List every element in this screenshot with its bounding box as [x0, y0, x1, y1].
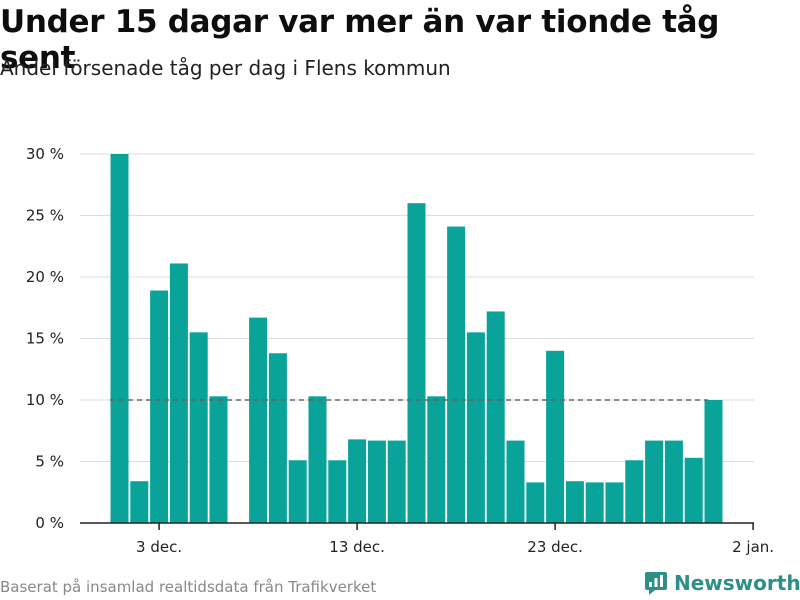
x-tick-label: 23 dec. — [527, 538, 583, 556]
x-tick-label: 13 dec. — [329, 538, 385, 556]
bar — [288, 460, 307, 523]
y-tick-label: 0 % — [35, 514, 64, 532]
y-tick-label: 15 % — [26, 330, 64, 348]
bar — [585, 482, 604, 523]
brand-name: Newsworthy — [674, 571, 800, 595]
bar — [328, 460, 347, 523]
bar — [150, 290, 169, 523]
bar — [367, 440, 386, 523]
y-tick-label: 20 % — [26, 268, 64, 286]
bar — [486, 311, 505, 523]
bar — [664, 440, 683, 523]
bar — [546, 350, 565, 523]
source-note: Baserat på insamlad realtidsdata från Tr… — [0, 578, 377, 596]
y-tick-label: 5 % — [35, 453, 64, 471]
chart-logo-icon — [645, 572, 667, 595]
brand-logo: Newsworthy — [644, 570, 800, 596]
x-tick-label: 2 jan. — [732, 538, 774, 556]
y-tick-label: 25 % — [26, 207, 64, 225]
chart-subtitle: Andel försenade tåg per dag i Flens komm… — [0, 56, 451, 80]
x-tick-label: 3 dec. — [136, 538, 182, 556]
bars — [110, 154, 723, 523]
bar — [684, 457, 703, 523]
bar — [565, 481, 584, 523]
bar — [447, 226, 466, 523]
bar — [268, 353, 287, 523]
bar — [249, 317, 268, 523]
chart-title: Under 15 dagar var mer än var tionde tåg… — [0, 4, 720, 76]
bar — [308, 396, 327, 523]
bar — [427, 396, 446, 523]
bar — [506, 440, 525, 523]
bar — [387, 440, 406, 523]
bar — [130, 481, 149, 523]
bar — [704, 400, 723, 523]
bar — [348, 439, 367, 523]
bar — [466, 332, 485, 523]
bar — [169, 263, 188, 523]
y-tick-label: 30 % — [26, 145, 64, 163]
y-axis-tick-labels: 0 % 5 % 10 % 15 % 20 % 25 % 30 % — [26, 145, 64, 532]
bar — [625, 460, 644, 523]
bar — [189, 332, 208, 523]
bar — [110, 154, 129, 523]
bar — [645, 440, 664, 523]
bar — [407, 203, 426, 523]
y-tick-label: 10 % — [26, 391, 64, 409]
x-axis: 3 dec. 13 dec. 23 dec. 2 jan. — [80, 522, 774, 556]
bar — [526, 482, 545, 523]
bar — [605, 482, 624, 523]
bar — [209, 396, 228, 523]
